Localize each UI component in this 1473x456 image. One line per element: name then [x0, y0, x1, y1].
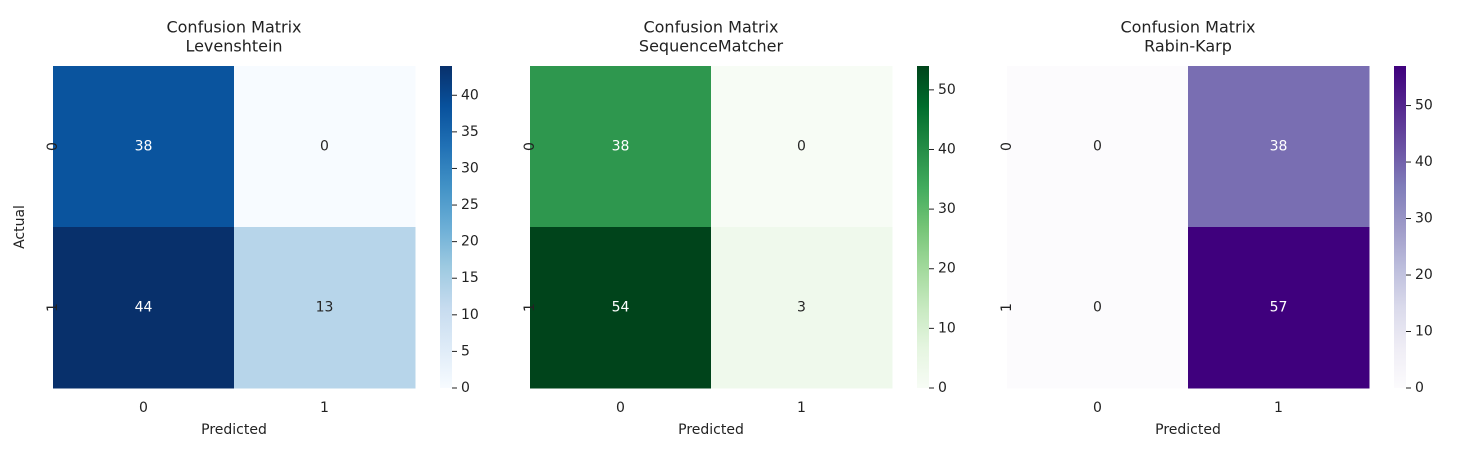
colorbar-tick-label: 10 [1415, 324, 1433, 340]
colorbar [440, 66, 452, 388]
cell-label: 3 [797, 300, 806, 316]
heatmap-cell [530, 227, 712, 389]
chart-title: Confusion Matrix [1120, 18, 1255, 37]
colorbar [1394, 66, 1406, 388]
heatmap-cell [711, 227, 893, 389]
x-axis-label: Predicted [1155, 422, 1221, 438]
chart-subtitle: Levenshtein [185, 37, 282, 56]
colorbar-tick-label: 40 [938, 141, 956, 157]
cell-label: 44 [135, 300, 153, 316]
cell-label: 0 [1093, 139, 1102, 155]
heatmap-cell [530, 66, 712, 228]
heatmap-cell [234, 66, 416, 228]
y-tick-label: 0 [45, 142, 61, 151]
y-axis-label: Actual [12, 205, 28, 249]
colorbar-tick-label: 10 [938, 320, 956, 336]
colorbar-tick-label: 25 [461, 197, 479, 213]
heatmap-cell [711, 66, 893, 228]
cell-label: 54 [612, 300, 630, 316]
colorbar-tick-label: 30 [1415, 211, 1433, 227]
x-tick-label: 1 [797, 400, 806, 416]
colorbar-tick-label: 40 [461, 87, 479, 103]
cell-label: 0 [797, 139, 806, 155]
y-tick-label: 0 [999, 142, 1015, 151]
colorbar-tick-label: 5 [461, 343, 470, 359]
colorbar-tick-label: 40 [1415, 154, 1433, 170]
x-axis-label: Predicted [678, 422, 744, 438]
heatmap-cell [1188, 227, 1370, 389]
x-tick-label: 1 [1274, 400, 1283, 416]
heatmap-cell [234, 227, 416, 389]
chart-title: Confusion Matrix [643, 18, 778, 37]
y-tick-label: 0 [522, 142, 538, 151]
x-tick-label: 1 [320, 400, 329, 416]
colorbar-tick-label: 20 [1415, 267, 1433, 283]
cell-label: 57 [1270, 300, 1288, 316]
y-tick-label: 1 [45, 303, 61, 312]
y-tick-label: 1 [522, 303, 538, 312]
cell-label: 38 [1270, 139, 1288, 155]
colorbar-tick-label: 0 [938, 380, 947, 396]
heatmap-cell [53, 227, 235, 389]
colorbar-tick-label: 30 [461, 160, 479, 176]
colorbar-tick-label: 50 [938, 82, 956, 98]
y-tick-label: 1 [999, 303, 1015, 312]
cell-label: 13 [316, 300, 334, 316]
colorbar-tick-label: 15 [461, 270, 479, 286]
colorbar-tick-label: 0 [461, 380, 470, 396]
colorbar-tick-label: 20 [938, 261, 956, 277]
colorbar-tick-label: 50 [1415, 98, 1433, 114]
cell-label: 0 [1093, 300, 1102, 316]
colorbar-tick-label: 30 [938, 201, 956, 217]
cell-label: 38 [135, 139, 153, 155]
x-axis-label: Predicted [201, 422, 267, 438]
colorbar-tick-label: 10 [461, 307, 479, 323]
x-tick-label: 0 [139, 400, 148, 416]
x-tick-label: 0 [616, 400, 625, 416]
colorbar [917, 66, 929, 388]
x-tick-label: 0 [1093, 400, 1102, 416]
heatmap-cell [53, 66, 235, 228]
colorbar-tick-label: 20 [461, 234, 479, 250]
cell-label: 0 [320, 139, 329, 155]
chart-title: Confusion Matrix [166, 18, 301, 37]
chart-subtitle: Rabin-Karp [1144, 37, 1232, 56]
heatmap-cell [1007, 66, 1189, 228]
colorbar-tick-label: 0 [1415, 380, 1424, 396]
chart-subtitle: SequenceMatcher [639, 37, 784, 56]
heatmap-cell [1007, 227, 1189, 389]
heatmap-cell [1188, 66, 1370, 228]
colorbar-tick-label: 35 [461, 124, 479, 140]
cell-label: 38 [612, 139, 630, 155]
